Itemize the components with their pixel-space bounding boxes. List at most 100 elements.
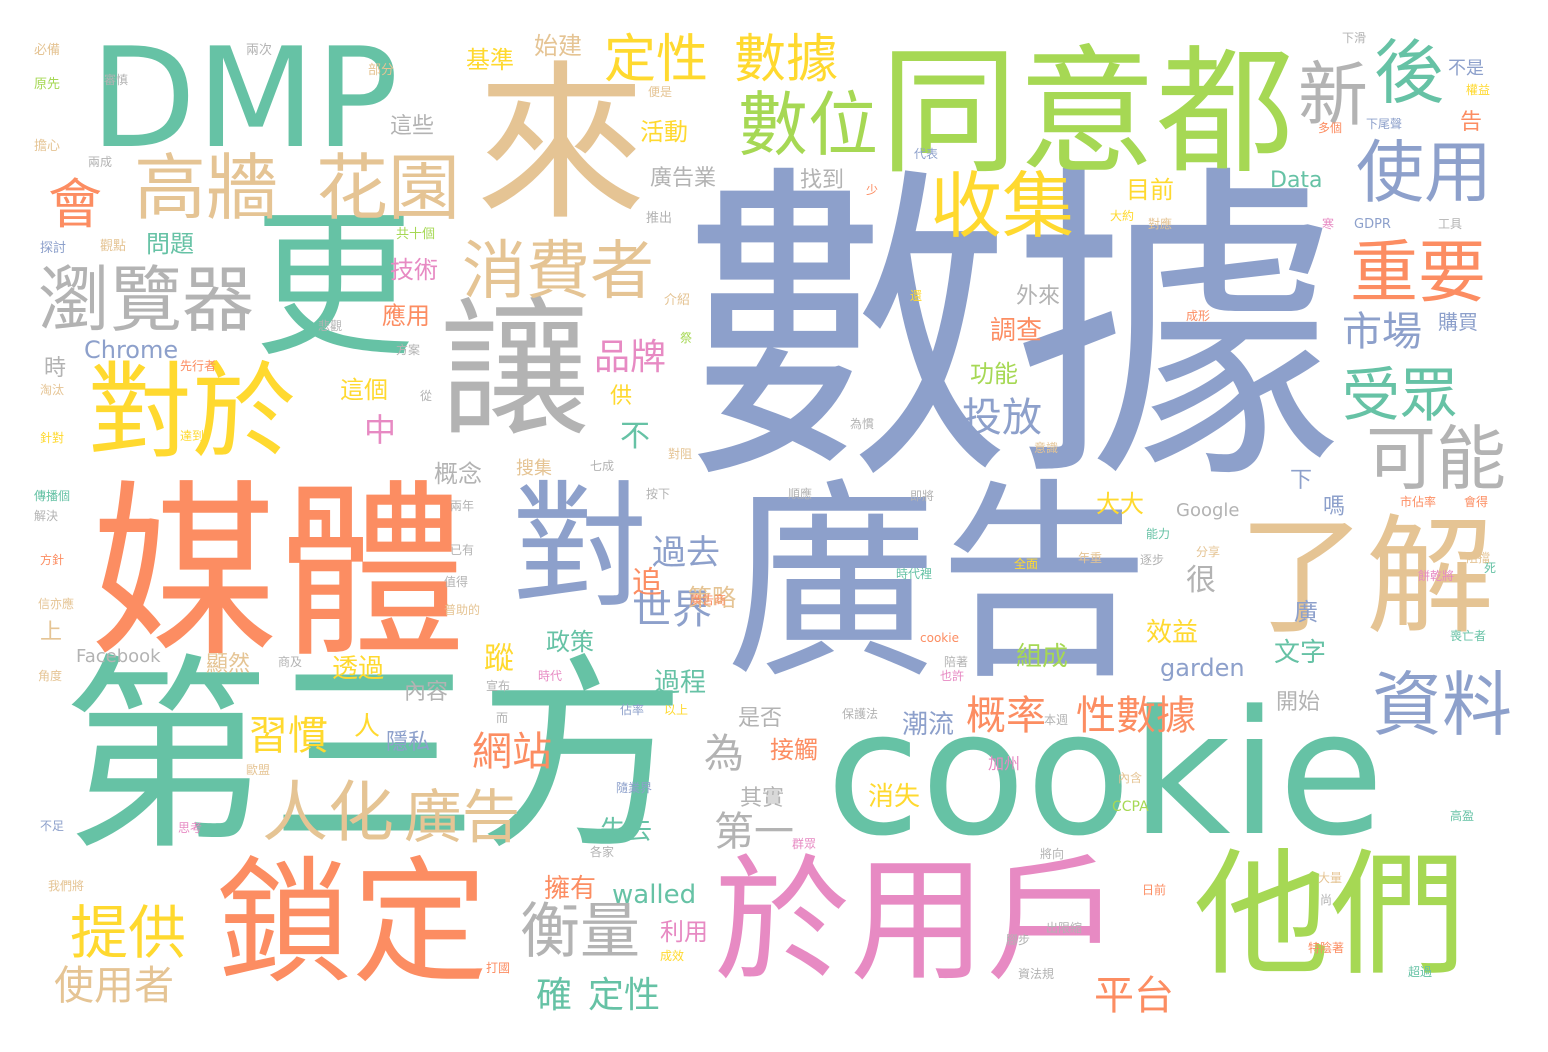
word-shunying: 順應 [788,487,813,501]
word-xin: 新 [1298,54,1368,136]
word-zhanlv: 佔率 [620,703,645,717]
word-yishi: 意識 [1034,441,1059,455]
word-shiqu: 失去 [600,816,653,846]
word-tamen: 他們 [1194,837,1466,995]
word-guocheng: 過程 [654,668,707,698]
word-que: 確 [536,975,573,1016]
word-xiahua: 下滑 [1342,31,1367,45]
word-xiaoyi: 效益 [1146,618,1199,648]
word-yiyou: 已有 [450,543,475,557]
word-diaocha: 調查 [990,316,1043,346]
word-gaoqiang: 高牆 [134,146,279,230]
word-gaoying: 高盈 [1450,809,1475,823]
word-renhua: 人化 [262,774,394,851]
word-ziliao: 資料 [1372,664,1512,746]
word-zhaodao: 找到 [800,168,845,193]
word-benzhou: 本週 [1044,713,1069,727]
word-zhong: 中 [364,411,397,449]
word-bibei: 必備 [34,43,61,58]
word-dada: 大大 [1096,490,1144,518]
word-chaoguo: 超過 [1408,965,1433,979]
word-hui: 會 [48,173,102,236]
word-shidai: 時代 [538,669,563,683]
word-goumai: 購買 [1438,310,1478,334]
word-xingshuju: 性數據 [1076,693,1196,739]
word-jiazhou: 加州 [988,754,1021,773]
word-wailai: 外來 [1016,284,1061,309]
word-jishu: 技術 [390,256,438,284]
word-huan: 還 [910,289,923,303]
word-danxin: 擔心 [34,139,61,154]
word-zhide: 值得 [444,575,469,589]
word-suoding: 鎖定 [216,845,488,1003]
word-data: Data [1270,168,1323,193]
word-zudang: 阻擋 [1466,551,1491,565]
word-oumeng: 歐盟 [246,763,271,777]
word-tuichu: 推出 [646,211,673,226]
word-guanggao-small: 廣告 [404,783,521,851]
word-sangwangzhe: 喪亡者 [1450,629,1487,643]
word-shang2: 尚 [1320,893,1333,907]
word-neirong: 內容 [404,680,449,705]
word-bianshi: 便是 [648,85,673,99]
word-jiaodu: 角度 [38,669,63,683]
word-weiguan: 為慣 [850,417,875,431]
word-dingxing: 定性 [604,30,709,90]
word-shang: 上 [40,620,63,645]
word-guanggaoye: 廣告業 [650,166,717,191]
word-chrome: Chrome [84,336,179,364]
word-daliang: 大量 [1318,871,1343,885]
word-gao: 告 [1460,110,1483,135]
word-jizhun: 基準 [466,46,514,74]
word-xiaoshi: 消失 [868,782,921,812]
word-yexu: 也許 [940,669,965,683]
word-liaojie: 了解 [1238,503,1495,652]
word-liangnian: 兩年 [450,499,475,513]
word-shifou: 是否 [738,706,783,731]
word-zhui: 追 [626,566,661,596]
word-jiejue: 解決 [34,509,59,523]
word-xiaofeizhe: 消費者 [462,235,654,309]
word-si: 死 [1484,561,1497,575]
word-duiying: 對應 [1148,217,1173,231]
word-yongyou: 擁有 [544,874,597,904]
word-shuju-large: 數據 [682,139,1342,523]
word-puzhude: 普助的 [444,603,481,617]
word-guandian: 觀點 [100,239,127,254]
word-jieshao: 介紹 [664,293,691,308]
word-shenshen: 審慎 [104,73,129,87]
word-cookie: cookie [826,673,1385,874]
word-zifagui: 資法規 [1018,967,1055,981]
word-nengli: 能力 [1146,527,1171,541]
word-hengliang: 衡量 [520,897,640,967]
word-chengxiao: 成效 [660,949,685,963]
word-zhubu: 逐步 [1140,553,1165,567]
word-shangji: 商及 [278,655,303,669]
word-teyinzhe: 特陰著 [1308,941,1345,955]
word-dui: 對 [512,469,648,627]
word-binggan: 餅乾將 [1418,569,1455,583]
word-yuanxian: 原先 [34,77,61,92]
word-lai: 來 [476,46,647,244]
word-quanyi: 權益 [1466,83,1491,97]
word-facebook: Facebook [76,646,161,667]
word-guanggao-large: 廣告 [726,460,1150,707]
word-kaishi: 開始 [1276,690,1321,715]
word-cookie-small: cookie [920,631,959,645]
word-xia: 下 [1290,468,1313,493]
word-fenxiang: 分享 [1196,545,1221,559]
word-hou: 後 [1374,32,1444,114]
word-guanggaoshang: 廣告商 [690,593,727,607]
word-liangci: 兩次 [246,43,273,58]
word-wangzhan: 網站 [472,729,552,775]
word-walled: walled [612,880,697,910]
word-bufen: 部分 [368,63,395,78]
word-chengxing: 成形 [1186,309,1211,323]
word-sikao: 思考 [178,821,203,835]
word-xuanbu: 宣布 [486,679,511,693]
word-jijiang: 即將 [910,489,935,503]
word-jiaobu: 腳步 [1006,933,1031,947]
word-xianran: 顯然 [206,652,251,677]
word-tantao: 探討 [40,241,67,256]
word-shuwei: 數位 [738,84,878,166]
